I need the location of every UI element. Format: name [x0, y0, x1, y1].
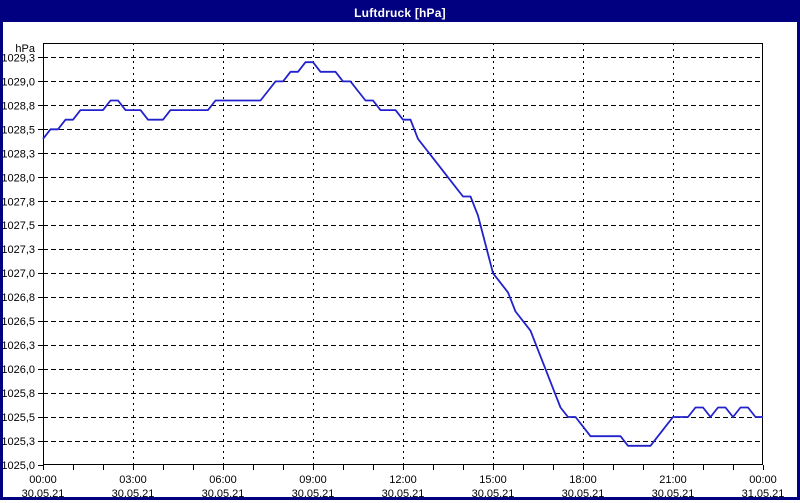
y-axis-unit-label: hPa [15, 43, 35, 55]
x-tick-time-label: 00:00 [749, 474, 777, 486]
gridlines [43, 43, 763, 465]
y-tick-label: 1028,3 [3, 148, 35, 160]
pressure-line [42, 61, 763, 447]
x-tick-date-label: 30.05.21 [562, 488, 605, 500]
axes [38, 43, 764, 470]
x-tick-date-label: 30.05.21 [382, 488, 425, 500]
x-tick-time-label: 18:00 [569, 474, 597, 486]
y-tick-label: 1027,8 [3, 196, 35, 208]
x-tick-date-label: 30.05.21 [22, 488, 65, 500]
y-tick-label: 1028,8 [3, 100, 35, 112]
x-tick-time-label: 15:00 [479, 474, 507, 486]
y-tick-label: 1026,5 [3, 316, 35, 328]
x-tick-time-label: 03:00 [119, 474, 147, 486]
x-tick-time-label: 00:00 [29, 474, 57, 486]
y-tick-label: 1026,8 [3, 292, 35, 304]
y-tick-label: 1029,3 [3, 52, 35, 64]
y-tick-label: 1025,5 [3, 412, 35, 424]
y-tick-label: 1027,3 [3, 244, 35, 256]
y-tick-label: 1025,0 [3, 460, 35, 472]
y-tick-label: 1027,0 [3, 268, 35, 280]
x-tick-date-label: 30.05.21 [112, 488, 155, 500]
x-tick-date-label: 30.05.21 [472, 488, 515, 500]
y-tick-label: 1028,0 [3, 172, 35, 184]
x-tick-time-label: 09:00 [299, 474, 327, 486]
x-tick-date-label: 31.05.21 [742, 488, 785, 500]
y-tick-label: 1026,3 [3, 340, 35, 352]
window-title-bar: Luftdruck [hPa] [3, 3, 797, 22]
y-tick-label: 1027,5 [3, 220, 35, 232]
y-tick-label: 1025,8 [3, 388, 35, 400]
y-tick-label: 1026,0 [3, 364, 35, 376]
pressure-chart: 1029,3 1029,0 1028,8 1028,5 1028,3 1028,0 1027… [3, 43, 784, 500]
x-tick-date-label: 30.05.21 [652, 488, 695, 500]
x-tick-time-label: 06:00 [209, 474, 237, 486]
y-tick-label: 1025,3 [3, 436, 35, 448]
x-tick-time-label: 21:00 [659, 474, 687, 486]
x-tick-date-label: 30.05.21 [202, 488, 245, 500]
y-tick-label: 1028,5 [3, 124, 35, 136]
window-title: Luftdruck [hPa] [354, 5, 446, 20]
plot-frame [43, 43, 763, 465]
y-tick-label: 1029,0 [3, 76, 35, 88]
axis-labels: 1029,3 1029,0 1028,8 1028,5 1028,3 1028,0 1027… [3, 43, 784, 500]
x-tick-date-label: 30.05.21 [292, 488, 335, 500]
x-tick-time-label: 12:00 [389, 474, 417, 486]
